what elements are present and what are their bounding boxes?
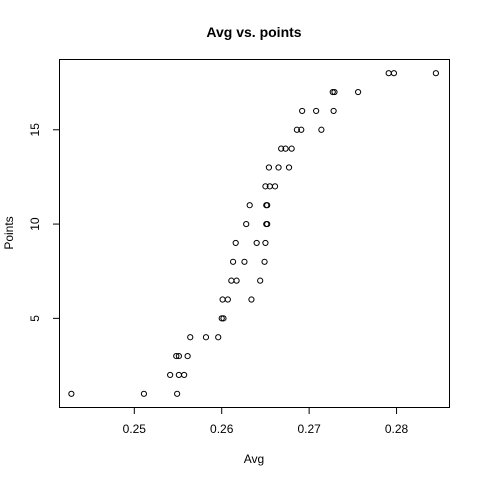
data-point: [282, 145, 289, 152]
x-axis-label: Avg: [244, 452, 264, 466]
data-point: [264, 202, 271, 209]
x-tick-label: 0.27: [297, 422, 321, 436]
data-point: [167, 371, 174, 379]
data-point: [390, 70, 398, 77]
data-point: [224, 296, 231, 303]
data-point: [215, 334, 222, 341]
x-tick-label: 0.25: [123, 422, 147, 436]
data-point: [173, 352, 180, 360]
x-tick-label: 0.26: [210, 422, 234, 436]
data-point: [248, 296, 255, 303]
data-point: [271, 183, 279, 190]
x-tick-label: 0.28: [385, 422, 409, 436]
data-point: [233, 277, 240, 284]
data-point: [257, 277, 264, 284]
data-point: [184, 352, 191, 360]
data-point: [243, 220, 250, 228]
data-point: [202, 334, 210, 341]
plot-frame: [59, 59, 450, 408]
data-point: [175, 371, 182, 379]
data-point: [232, 239, 239, 247]
data-point: [229, 258, 237, 265]
data-point: [246, 202, 253, 209]
data-point: [275, 164, 282, 171]
data-point: [262, 239, 269, 247]
data-point: [220, 315, 227, 322]
data-point: [261, 258, 268, 265]
data-point: [264, 220, 271, 228]
data-point: [331, 88, 338, 96]
data-point: [285, 164, 293, 171]
data-point: [318, 126, 325, 133]
data-point: [265, 164, 273, 171]
data-point: [278, 145, 285, 152]
data-point: [299, 107, 306, 115]
data-point: [313, 107, 320, 115]
data-point: [432, 70, 439, 77]
data-point: [219, 296, 226, 303]
data-point: [175, 352, 182, 360]
y-tick-label: 15: [28, 123, 42, 137]
data-point: [140, 390, 148, 397]
data-point: [354, 88, 362, 96]
data-point: [181, 371, 188, 379]
data-point: [228, 277, 235, 284]
data-point: [329, 88, 336, 96]
y-tick-label: 10: [28, 217, 42, 231]
data-point: [187, 334, 194, 341]
data-point: [253, 239, 260, 247]
chart-title: Avg vs. points: [206, 24, 301, 40]
y-axis: 5 10 15: [28, 123, 60, 322]
y-tick-label: 5: [28, 315, 42, 322]
data-point: [218, 315, 225, 322]
data-point: [298, 126, 305, 133]
data-point: [288, 145, 295, 152]
data-point: [385, 70, 392, 77]
data-point: [293, 126, 300, 133]
x-axis: 0.25 0.26 0.27 0.28: [123, 407, 409, 436]
y-axis-label: Points: [2, 216, 16, 249]
data-points: [68, 70, 439, 397]
data-point: [330, 107, 337, 115]
data-point: [68, 390, 75, 397]
data-point: [262, 183, 269, 190]
data-point: [241, 258, 248, 265]
data-point: [174, 390, 181, 397]
